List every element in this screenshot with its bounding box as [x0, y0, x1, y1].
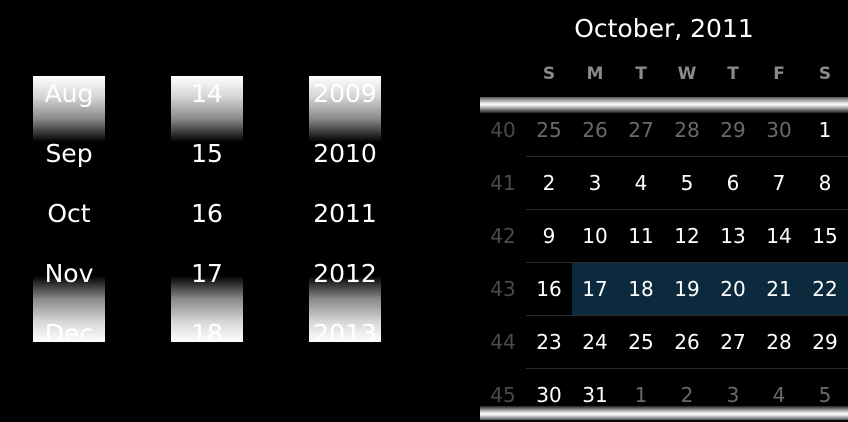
calendar-view[interactable]: October, 2011 S M T W T F S 40 25 26 27 28 29… — [480, 0, 848, 420]
spinner-fade-top — [309, 76, 381, 142]
calendar-day[interactable]: 4 — [634, 171, 648, 195]
weekday-header-wed: W — [677, 64, 697, 84]
calendar-bottom-edge — [480, 406, 848, 420]
calendar-day[interactable]: 26 — [582, 118, 608, 142]
calendar-day[interactable]: 5 — [680, 171, 694, 195]
spinner-fade-top — [171, 76, 243, 142]
calendar-day-selected[interactable]: 20 — [710, 263, 756, 316]
week-number: 44 — [490, 330, 516, 354]
year-item-prev2[interactable]: 2009 — [313, 79, 377, 108]
calendar-top-edge — [480, 97, 848, 113]
week-number: 40 — [490, 118, 516, 142]
month-item-current[interactable]: Oct — [47, 199, 91, 228]
calendar-week-row: 41 2 3 4 5 6 7 8 — [480, 157, 848, 210]
calendar-day[interactable]: 28 — [674, 118, 700, 142]
calendar-day[interactable]: 6 — [726, 171, 740, 195]
weekday-header-tue: T — [635, 64, 647, 84]
calendar-day[interactable]: 11 — [628, 224, 654, 248]
calendar-day[interactable]: 2 — [542, 171, 556, 195]
month-item-prev1[interactable]: Sep — [45, 139, 93, 168]
calendar-day[interactable]: 9 — [542, 224, 556, 248]
calendar-day[interactable]: 30 — [536, 383, 562, 407]
calendar-day[interactable]: 3 — [588, 171, 602, 195]
day-item-current[interactable]: 16 — [191, 199, 223, 228]
calendar-week-row: 40 25 26 27 28 29 30 1 — [480, 104, 848, 157]
spinner-fade-top — [33, 76, 105, 142]
week-number: 42 — [490, 224, 516, 248]
year-item-next2[interactable]: 2013 — [313, 319, 377, 342]
day-item-next1[interactable]: 17 — [191, 259, 223, 288]
calendar-week-row: 44 23 24 25 26 27 28 29 — [480, 316, 848, 369]
weekday-header-sat: S — [818, 64, 832, 84]
calendar-day[interactable]: 16 — [536, 277, 562, 301]
calendar-day[interactable]: 10 — [582, 224, 608, 248]
week-number: 45 — [490, 383, 516, 407]
calendar-day[interactable]: 23 — [536, 330, 562, 354]
year-item-current[interactable]: 2011 — [313, 199, 377, 228]
week-number: 43 — [490, 277, 516, 301]
calendar-day[interactable]: 27 — [720, 330, 746, 354]
day-item-prev1[interactable]: 15 — [191, 139, 223, 168]
calendar-day[interactable]: 27 — [628, 118, 654, 142]
calendar-day[interactable]: 8 — [818, 171, 832, 195]
spinner-fade-bottom — [171, 276, 243, 342]
calendar-day[interactable]: 29 — [812, 330, 838, 354]
calendar-day[interactable]: 1 — [634, 383, 648, 407]
calendar-day-selected[interactable]: 19 — [664, 263, 710, 316]
week-divider — [526, 262, 848, 263]
week-divider — [526, 315, 848, 316]
calendar-day-selected[interactable]: 21 — [756, 263, 802, 316]
week-number: 41 — [490, 171, 516, 195]
month-item-next1[interactable]: Nov — [44, 259, 94, 288]
spinner-fade-bottom — [33, 276, 105, 342]
calendar-day-selected[interactable]: 17 — [572, 263, 618, 316]
calendar-day-selected[interactable]: 22 — [802, 263, 848, 316]
calendar-day[interactable]: 15 — [812, 224, 838, 248]
week-divider — [526, 156, 848, 157]
month-spinner[interactable]: Aug Sep Oct Nov Dec — [33, 76, 105, 342]
calendar-week-row: 43 16 17 18 19 20 21 22 — [480, 263, 848, 316]
calendar-day[interactable]: 5 — [818, 383, 832, 407]
year-item-prev1[interactable]: 2010 — [313, 139, 377, 168]
calendar-day[interactable]: 13 — [720, 224, 746, 248]
weekday-header-mon: M — [586, 64, 604, 84]
calendar-month-title: October, 2011 — [574, 14, 754, 43]
calendar-week-row: 45 30 31 1 2 3 4 5 — [480, 369, 848, 422]
day-item-prev2[interactable]: 14 — [191, 79, 223, 108]
calendar-day[interactable]: 26 — [674, 330, 700, 354]
calendar-day[interactable]: 3 — [726, 383, 740, 407]
calendar-day-selected[interactable]: 18 — [618, 263, 664, 316]
calendar-day[interactable]: 1 — [818, 118, 832, 142]
calendar-day[interactable]: 12 — [674, 224, 700, 248]
calendar-day[interactable]: 28 — [766, 330, 792, 354]
calendar-day[interactable]: 4 — [772, 383, 786, 407]
calendar-day[interactable]: 25 — [536, 118, 562, 142]
year-spinner[interactable]: 2009 2010 2011 2012 2013 — [309, 76, 381, 342]
week-divider — [526, 368, 848, 369]
calendar-day[interactable]: 24 — [582, 330, 608, 354]
calendar-day[interactable]: 25 — [628, 330, 654, 354]
calendar-day[interactable]: 31 — [582, 383, 608, 407]
week-divider — [526, 209, 848, 210]
month-item-next2[interactable]: Dec — [44, 319, 94, 342]
calendar-day[interactable]: 2 — [680, 383, 694, 407]
calendar-day[interactable]: 29 — [720, 118, 746, 142]
month-item-prev2[interactable]: Aug — [44, 79, 94, 108]
year-item-next1[interactable]: 2012 — [313, 259, 377, 288]
day-spinner[interactable]: 14 15 16 17 18 — [171, 76, 243, 342]
weekday-header-thu: T — [727, 64, 739, 84]
calendar-day[interactable]: 7 — [772, 171, 786, 195]
calendar-day[interactable]: 30 — [766, 118, 792, 142]
calendar-week-row: 42 9 10 11 12 13 14 15 — [480, 210, 848, 263]
weekday-header-fri: F — [773, 64, 785, 84]
weekday-header-sun: S — [542, 64, 556, 84]
day-item-next2[interactable]: 18 — [191, 319, 223, 342]
spinner-fade-bottom — [309, 276, 381, 342]
calendar-day[interactable]: 14 — [766, 224, 792, 248]
